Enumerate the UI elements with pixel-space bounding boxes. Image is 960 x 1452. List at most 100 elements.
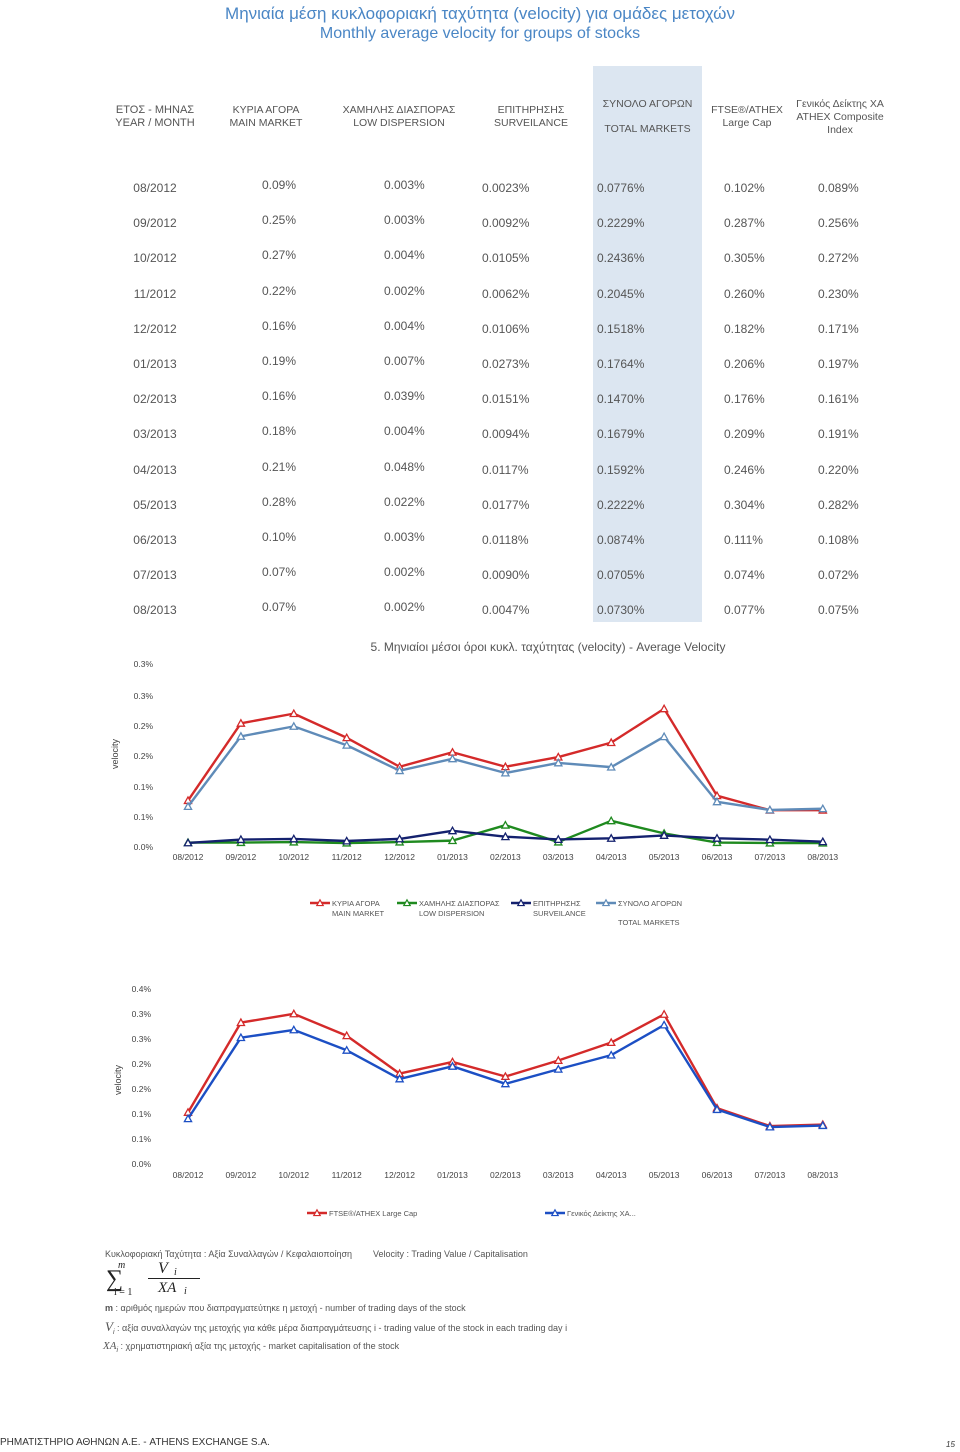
table-cell-period: 05/2013 xyxy=(133,497,177,512)
page-title-english: Monthly average velocity for groups of s… xyxy=(319,25,641,42)
x-tick-label: 11/2012 xyxy=(332,852,362,862)
table-cell-value: 0.18% xyxy=(262,424,297,439)
legend-label: ΧΑΜΗΛΗΣ ΔΙΑΣΠΟΡΑΣ xyxy=(419,899,500,908)
data-point-marker xyxy=(447,1061,458,1070)
col-header-gr: Γενικός Δείκτης ΧΑ xyxy=(796,98,884,110)
table-cell-value: 0.0776% xyxy=(597,181,645,195)
legend-label: Γενικός Δείκτης ΧΑ... xyxy=(567,1209,636,1218)
table-cell-value: 0.171% xyxy=(818,321,859,336)
table-cell-period: 08/2013 xyxy=(133,603,177,618)
table-cell-value: 0.272% xyxy=(818,251,859,266)
table-cell-value: 0.1592% xyxy=(597,462,645,477)
table-cell-period: 08/2012 xyxy=(133,181,177,195)
data-point-marker xyxy=(606,762,616,771)
legend-label: ΕΠΙΤΗΡΗΣΗΣ xyxy=(533,899,581,908)
formula-numerator-index: i xyxy=(174,1267,177,1278)
y-tick-label: 0.0% xyxy=(132,1159,152,1169)
y-tick-label: 0.3% xyxy=(134,659,154,669)
table-cell-value: 0.07% xyxy=(262,600,297,615)
chart-velocity-ftse-vs-composite: 0.0% 0.1% 0.1% 0.2% 0.2% 0.3% 0.3% 0.4% velocity… xyxy=(113,984,838,1218)
table-cell-value: 0.0705% xyxy=(597,568,645,583)
data-point-marker xyxy=(289,708,299,718)
table-cell-value: 0.039% xyxy=(384,389,425,404)
m-definition: m : αριθμός ημερών που διαπραγματεύτηκε … xyxy=(105,1303,466,1313)
table-cell-value: 0.176% xyxy=(724,392,765,407)
y-tick-label: 0.2% xyxy=(134,751,154,761)
table-cell-value: 0.0177% xyxy=(482,497,530,512)
formula-fraction-bar xyxy=(148,1278,200,1279)
data-point-marker xyxy=(183,801,193,811)
data-point-marker xyxy=(712,837,722,847)
data-point-marker xyxy=(447,825,458,835)
data-point-marker xyxy=(606,1037,616,1047)
table-cell-value: 0.004% xyxy=(384,318,425,333)
table-cell-period: 11/2012 xyxy=(133,286,177,301)
col-header-en: SURVEILANCE xyxy=(494,117,568,129)
data-point-marker xyxy=(659,1020,669,1029)
table-cell-value: 0.28% xyxy=(262,494,297,509)
data-point-marker xyxy=(341,1030,352,1040)
table-cell-value: 0.1518% xyxy=(597,321,645,336)
table-cell-value: 0.10% xyxy=(262,530,297,544)
col-header-en: Index xyxy=(827,124,853,136)
table-cell-value: 0.206% xyxy=(724,357,765,371)
data-point-marker xyxy=(394,765,405,775)
data-point-marker xyxy=(341,740,352,749)
table-cell-value: 0.0151% xyxy=(482,392,530,407)
table-cell-value: 0.09% xyxy=(262,178,297,192)
col-header-en: LOW DISPERSION xyxy=(353,117,445,129)
m-description: : αριθμός ημερών που διαπραγματεύτηκε η … xyxy=(115,1303,466,1313)
table-cell-value: 0.21% xyxy=(262,459,297,474)
data-point-marker xyxy=(500,820,511,829)
data-point-marker xyxy=(712,1104,722,1114)
col-header-gr: ΕΤΟΣ - ΜΗΝΑΣ xyxy=(115,104,195,116)
col-header-gr: ΚΥΡΙΑ ΑΓΟΡΑ xyxy=(232,104,300,116)
col-header-en: YEAR / MONTH xyxy=(115,117,195,129)
col-header-year-month: ΕΤΟΣ - ΜΗΝΑΣ YEAR / MONTH xyxy=(100,104,210,130)
table-cell-period: 07/2013 xyxy=(133,568,177,583)
data-point-marker xyxy=(289,1008,299,1018)
x-tick-label: 08/2012 xyxy=(173,1170,204,1180)
col-header-athex-composite: Γενικός Δείκτης ΧΑ ATHEX Composite Index xyxy=(788,98,892,137)
chart-title: 5. Μηνιαίοι μέσοι όροι κυκλ. ταχύτητας (… xyxy=(371,640,726,654)
table-cell-value: 0.0094% xyxy=(482,427,530,442)
data-point-marker xyxy=(394,833,405,843)
table-cell-value: 0.19% xyxy=(262,354,297,368)
col-header-en: ATHEX Composite xyxy=(796,111,884,123)
table-cell-period: 03/2013 xyxy=(133,427,177,442)
table-cell-value: 0.0273% xyxy=(482,357,530,371)
table-cell-value: 0.2222% xyxy=(597,497,645,512)
v-subscript: i xyxy=(112,1328,115,1336)
x-tick-label: 12/2012 xyxy=(384,852,415,862)
legend-swatch-marker xyxy=(516,898,526,907)
data-point-marker xyxy=(553,1055,564,1065)
y-tick-label: 0.0% xyxy=(134,842,154,852)
x-tick-label: 05/2013 xyxy=(649,1170,680,1180)
data-point-marker xyxy=(553,757,564,767)
table-cell-period: 04/2013 xyxy=(133,462,177,477)
table-cell-value: 0.16% xyxy=(262,318,297,333)
velocity-formula: ∑ m i = 1 V i XA i xyxy=(104,1260,224,1300)
data-point-marker xyxy=(341,836,352,845)
y-tick-label: 0.3% xyxy=(132,1009,152,1019)
table-cell-value: 0.305% xyxy=(724,251,765,266)
formula-sum-symbol: ∑ xyxy=(106,1266,124,1292)
table-cell-value: 0.0105% xyxy=(482,251,530,266)
table-cell-value: 0.230% xyxy=(818,286,859,301)
col-header-ftse-large-cap: FTSE®/ATHEX Large Cap xyxy=(700,104,794,130)
table-cell-value: 0.1764% xyxy=(597,357,645,371)
v-description: : αξία συναλλαγών της μετοχής για κάθε μ… xyxy=(117,1323,568,1333)
table-cell-value: 0.077% xyxy=(724,603,765,618)
data-point-marker xyxy=(236,834,246,844)
x-tick-label: 10/2012 xyxy=(278,1170,309,1180)
data-point-marker xyxy=(712,796,722,806)
table-cell-value: 0.0106% xyxy=(482,321,530,336)
table-cell-value: 0.304% xyxy=(724,497,765,512)
table-cell-value: 0.182% xyxy=(724,321,765,336)
legend-swatch-marker xyxy=(601,898,611,907)
x-tick-label: 04/2013 xyxy=(596,1170,627,1180)
table-cell-value: 0.07% xyxy=(262,565,297,580)
data-point-marker xyxy=(341,1045,352,1054)
y-tick-label: 0.3% xyxy=(134,691,154,701)
data-point-marker xyxy=(818,803,828,813)
